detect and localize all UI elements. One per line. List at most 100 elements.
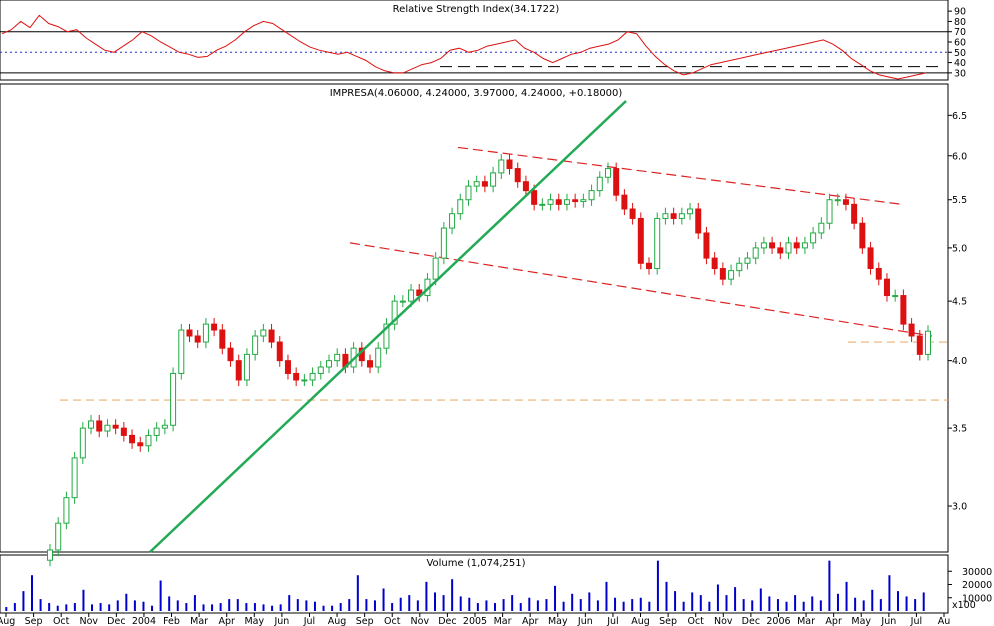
rsi-layer	[0, 14, 948, 80]
candle	[654, 217, 661, 270]
candle	[243, 353, 250, 381]
candle	[859, 222, 866, 249]
candle	[284, 360, 291, 374]
x-tick-label: May	[548, 616, 568, 626]
candle	[47, 549, 53, 561]
candle	[572, 199, 579, 203]
rsi-tick-label: 60	[954, 38, 966, 49]
x-tick-label: Oct	[53, 616, 70, 626]
rsi-tick-label: 90	[954, 7, 966, 18]
candle	[900, 295, 907, 325]
candle	[842, 199, 849, 205]
x-tick-label: 2004	[132, 616, 156, 626]
candle	[514, 168, 521, 183]
uptrend-line	[149, 100, 627, 553]
candle	[818, 222, 825, 234]
candle	[178, 329, 185, 374]
candle	[104, 424, 111, 432]
rsi-panel-frame	[0, 0, 949, 81]
candle	[810, 232, 817, 244]
channel-bottom-line	[349, 242, 933, 337]
candle	[785, 242, 792, 254]
candle	[194, 335, 201, 343]
candle	[137, 442, 144, 447]
candle	[88, 420, 95, 429]
candle	[613, 168, 620, 196]
candle	[481, 181, 488, 187]
volume-layer	[5, 560, 925, 611]
candle	[268, 329, 275, 343]
x-tick-label: Jun	[880, 616, 896, 626]
rsi-tick-label: 70	[954, 27, 966, 38]
candle	[309, 372, 316, 381]
price-tick-label: 3.0	[952, 502, 967, 513]
x-tick-label: Mar	[190, 616, 208, 626]
candle	[646, 262, 653, 270]
rsi-tick-label: 40	[954, 58, 966, 69]
candle	[71, 457, 78, 499]
candle	[629, 208, 636, 219]
price-title: IMPRESA(4.06000, 4.24000, 3.97000, 4.240…	[330, 88, 623, 99]
volume-tick-label: 10000	[962, 593, 992, 604]
candle	[801, 242, 808, 249]
candle	[202, 323, 209, 343]
x-tick-label: Jul	[910, 616, 922, 626]
candle	[711, 257, 718, 270]
x-tick-label: Aug	[631, 616, 650, 626]
x-tick-label: Sep	[659, 616, 677, 626]
candle	[153, 427, 160, 436]
x-tick-label: Au	[938, 616, 951, 626]
candle	[408, 289, 415, 302]
candle	[276, 341, 283, 362]
candle	[399, 300, 406, 303]
x-tick-label: Oct	[384, 616, 401, 626]
volume-title: Volume (1,074,251)	[426, 558, 525, 569]
candle	[604, 168, 611, 178]
x-tick-label: Nov	[79, 616, 98, 626]
candle	[777, 247, 784, 254]
x-tick-label: Aug	[0, 616, 15, 626]
candle	[391, 300, 398, 325]
candle	[563, 199, 570, 205]
price-layer	[47, 100, 948, 567]
candle	[440, 227, 447, 259]
candle	[752, 247, 759, 259]
candle	[728, 270, 735, 280]
rsi-tick-label: 80	[954, 17, 966, 28]
candle	[703, 232, 710, 259]
price-tick-label: 5.0	[952, 243, 967, 254]
candle	[96, 420, 103, 432]
x-tick-label: Apr	[825, 616, 842, 626]
x-tick-label: 2006	[766, 616, 790, 626]
candle	[892, 295, 899, 298]
candle	[334, 353, 341, 362]
candle	[621, 194, 628, 210]
candle	[367, 360, 374, 368]
candle	[875, 268, 882, 280]
candle	[851, 203, 858, 224]
candle	[260, 329, 267, 337]
volume-tick-label: 30000	[962, 567, 992, 578]
candle	[317, 366, 324, 374]
candle	[293, 372, 300, 381]
candle	[186, 329, 193, 337]
candle	[670, 213, 677, 219]
candle	[120, 427, 127, 436]
x-tick-label: Jul	[303, 616, 315, 626]
candle	[63, 497, 70, 524]
candle	[539, 203, 546, 206]
x-tick-label: Mar	[797, 616, 815, 626]
candle	[580, 199, 587, 203]
candle	[79, 427, 86, 459]
candle	[506, 159, 513, 170]
rsi-line	[1, 14, 927, 80]
x-tick-label: 2005	[463, 616, 487, 626]
candle	[227, 347, 234, 362]
candle	[112, 424, 119, 429]
candle	[637, 217, 644, 264]
candle	[219, 329, 226, 349]
x-tick-label: May	[851, 616, 871, 626]
x-tick-label: Sep	[356, 616, 374, 626]
candle	[925, 330, 931, 355]
